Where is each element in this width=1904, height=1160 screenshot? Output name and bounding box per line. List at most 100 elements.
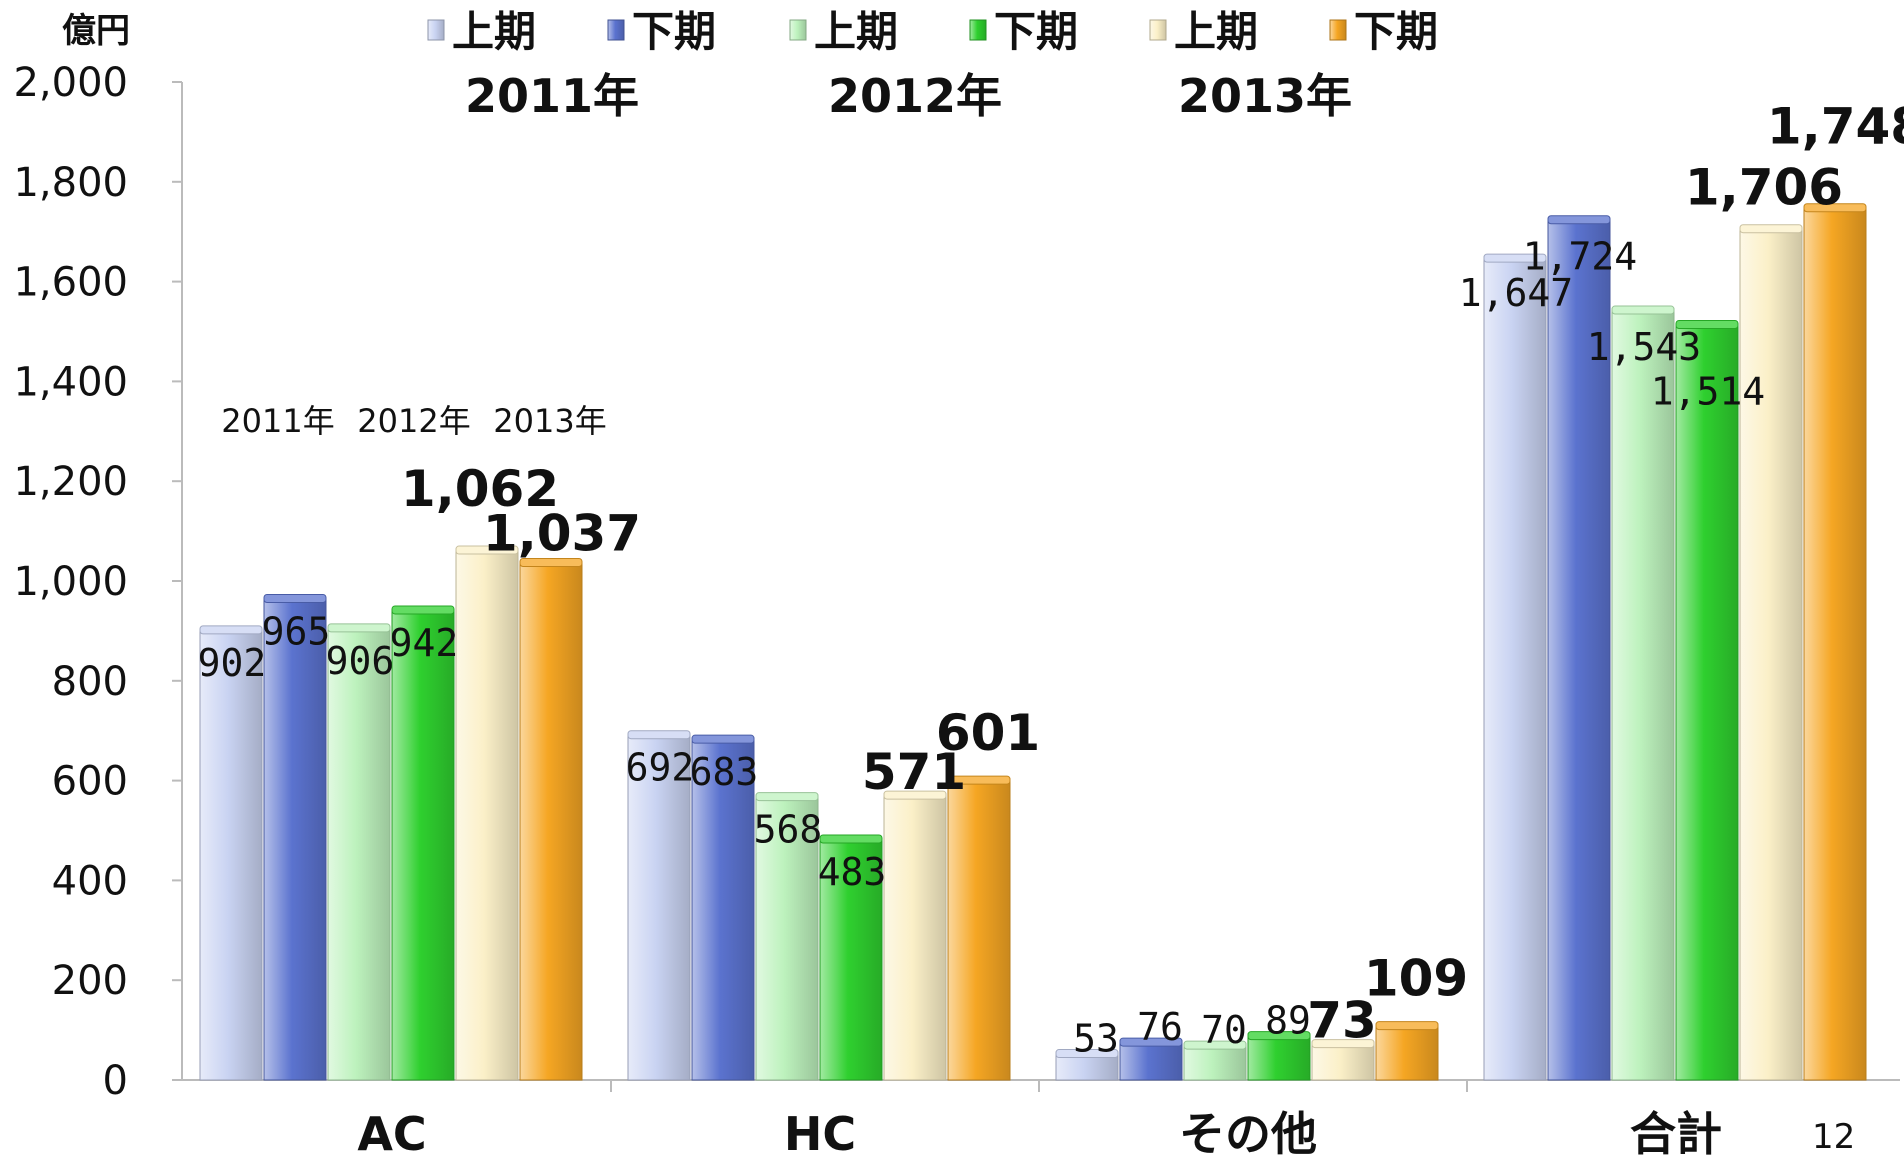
- data-label: 692: [626, 746, 695, 790]
- data-label: 89: [1265, 999, 1311, 1043]
- bar: [1739, 228, 1803, 1081]
- bar-cap: [1803, 203, 1867, 213]
- bar-cap: [819, 834, 883, 844]
- data-label: 1,724: [1523, 235, 1637, 279]
- bar-cap: [199, 625, 263, 635]
- legend-swatch: [1149, 19, 1167, 41]
- data-labels-layer: 902 692 53 1,647 965 683 76 1,724 906 568 70 1,543 9…: [198, 98, 1904, 1061]
- bar: [819, 838, 883, 1081]
- y-tick-label: 1,600: [13, 260, 128, 306]
- bar-cap: [1375, 1021, 1439, 1031]
- bar-cap: [1183, 1040, 1247, 1050]
- bar: [263, 597, 327, 1081]
- legend-label: 上期: [814, 7, 898, 56]
- data-label: 571: [862, 743, 966, 801]
- bar-cap: [1547, 215, 1611, 225]
- legend-label: 上期: [1174, 7, 1258, 56]
- legend-swatch: [607, 19, 625, 41]
- y-tick-label: 1,800: [13, 160, 128, 206]
- legend-item: 下期: [607, 7, 716, 56]
- bar-cap: [1311, 1039, 1375, 1049]
- bar-cap: [1611, 305, 1675, 315]
- bar-cap: [327, 623, 391, 633]
- legend-year-label: 2013年: [1178, 69, 1352, 123]
- bar-cap: [455, 545, 519, 555]
- bar: [755, 796, 819, 1081]
- x-category-label: その他: [1179, 1107, 1317, 1160]
- legend-item: 下期: [1329, 7, 1438, 56]
- legend-item: 上期: [789, 7, 898, 56]
- legend-item: 上期: [1149, 7, 1258, 56]
- legend-item: 上期: [427, 7, 536, 56]
- bar-cap: [1483, 253, 1547, 263]
- bar-cap: [883, 790, 947, 800]
- y-unit-label: 億円: [62, 11, 130, 51]
- bar: [691, 738, 755, 1081]
- bar: [1375, 1025, 1439, 1081]
- bar: [519, 562, 583, 1081]
- bar: [947, 779, 1011, 1081]
- year-annotation: 2012年: [357, 402, 470, 440]
- data-label: 1,706: [1685, 159, 1843, 217]
- legend-swatch: [427, 19, 445, 41]
- bar: [627, 734, 691, 1081]
- data-label: 70: [1201, 1008, 1247, 1052]
- y-tick-label: 400: [52, 858, 128, 904]
- data-label: 1,647: [1459, 271, 1573, 315]
- bar: [1803, 207, 1867, 1081]
- bar: [1675, 324, 1739, 1081]
- bar: [199, 629, 263, 1081]
- data-label: 902: [198, 641, 267, 685]
- bar-cap: [1055, 1049, 1119, 1059]
- page-number: 12: [1812, 1117, 1855, 1157]
- data-label: 1,543: [1587, 325, 1701, 369]
- data-label: 942: [390, 621, 459, 665]
- bars-layer: [199, 203, 1867, 1081]
- y-tick-label: 800: [52, 659, 128, 705]
- axis-layer: 0 200 400 600 800 1,000 1,200 1,400 1,600 1,800 2,…: [13, 60, 1900, 1160]
- data-label: 53: [1073, 1017, 1119, 1061]
- legend-label: 下期: [632, 7, 716, 56]
- x-category-label: AC: [357, 1107, 426, 1160]
- data-label: 1,037: [483, 505, 641, 563]
- bar-cap: [263, 593, 327, 603]
- legend-year-label: 2011年: [465, 69, 639, 123]
- bar-cap: [691, 734, 755, 744]
- data-label: 76: [1137, 1005, 1183, 1049]
- y-tick-label: 1,000: [13, 559, 128, 605]
- x-category-label: HC: [784, 1107, 856, 1160]
- data-label: 483: [818, 850, 887, 894]
- year-annotation: 2013年: [493, 402, 606, 440]
- legend-swatch: [789, 19, 807, 41]
- y-tick-label: 600: [52, 759, 128, 805]
- legend-swatch: [1329, 19, 1347, 41]
- bar: [391, 609, 455, 1081]
- bar: [1547, 219, 1611, 1081]
- y-tick-label: 1,400: [13, 359, 128, 405]
- legend-year-label: 2012年: [828, 69, 1002, 123]
- y-tick-label: 2,000: [13, 60, 128, 106]
- bar-cap: [519, 558, 583, 568]
- bar-cap: [1739, 224, 1803, 234]
- legend-label: 下期: [994, 7, 1078, 56]
- bar-cap: [947, 775, 1011, 785]
- data-label: 1,748: [1767, 98, 1904, 156]
- bar: [1483, 257, 1547, 1081]
- bar: [455, 549, 519, 1081]
- bar: [1247, 1035, 1311, 1081]
- bar-cap: [1119, 1037, 1183, 1047]
- bar: [883, 794, 947, 1081]
- bar-cap: [391, 605, 455, 615]
- data-label: 568: [754, 808, 823, 852]
- bar-cap: [755, 792, 819, 802]
- data-label: 601: [936, 704, 1040, 762]
- bar: [327, 627, 391, 1081]
- y-tick-label: 200: [52, 958, 128, 1004]
- y-tick-label: 1,200: [13, 459, 128, 505]
- bar-cap: [627, 730, 691, 740]
- legend: 上期 下期 上期 下期 上期 下期 2011年 2012年 2013年: [427, 7, 1438, 123]
- legend-label: 下期: [1354, 7, 1438, 56]
- data-label: 1,062: [401, 460, 559, 518]
- legend-item: 下期: [969, 7, 1078, 56]
